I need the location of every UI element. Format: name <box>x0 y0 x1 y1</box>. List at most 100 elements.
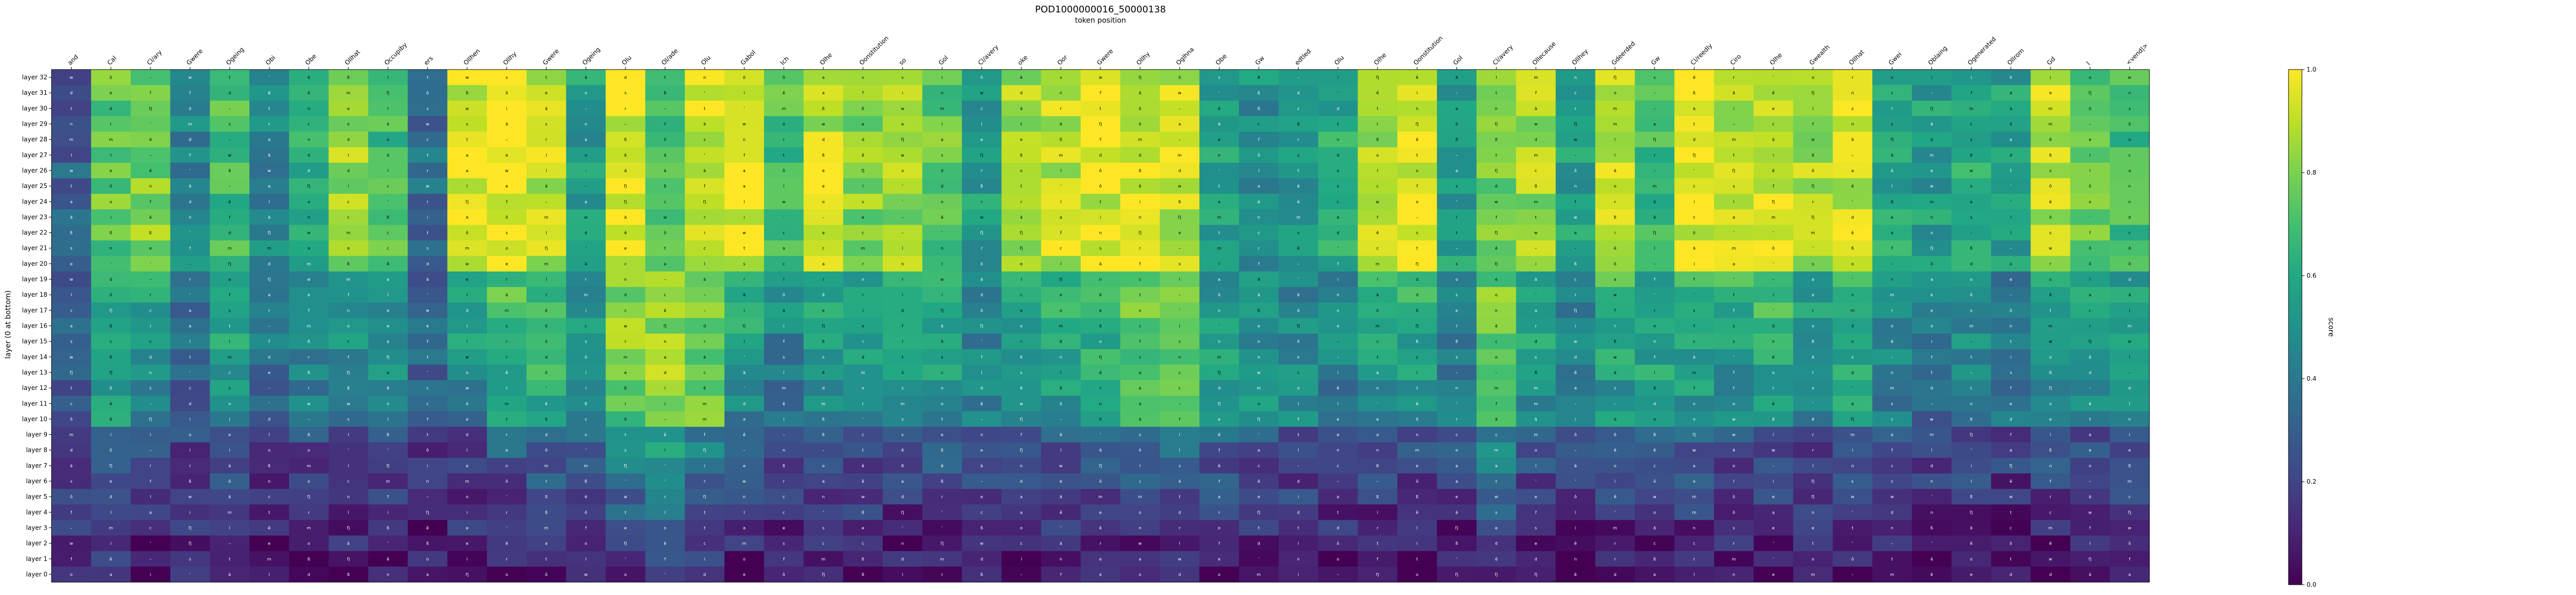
cell-glyph: e <box>1930 293 1933 297</box>
heatmap-cell <box>922 535 962 552</box>
cell-glyph: ' <box>1773 308 1774 313</box>
cell-glyph: Ŋ <box>1970 510 1973 515</box>
heatmap-cell <box>1239 318 1279 334</box>
heatmap-cell <box>1278 256 1319 272</box>
cell-glyph: Ŋ <box>1970 433 1973 437</box>
cell-glyph: d <box>941 184 943 189</box>
heatmap-cell <box>566 411 606 428</box>
cell-glyph: c <box>585 417 587 421</box>
cell-glyph: o <box>1495 355 1498 360</box>
cell-glyph: s <box>1852 479 1854 484</box>
cell-glyph: o <box>347 122 350 127</box>
cell-glyph: a <box>1376 433 1379 437</box>
heatmap-cell <box>803 457 844 474</box>
cell-glyph: m <box>2048 525 2053 530</box>
heatmap-cell <box>289 442 329 458</box>
heatmap-cell <box>487 535 527 552</box>
cell-glyph: e <box>2010 277 2012 282</box>
heatmap-cell <box>803 504 844 520</box>
cell-glyph: ß <box>308 339 310 344</box>
cell-glyph: ' <box>783 215 784 219</box>
cell-glyph: e <box>347 106 350 111</box>
heatmap-cell <box>1160 427 1200 443</box>
cell-glyph: ô <box>545 448 548 453</box>
cell-glyph: c <box>1693 215 1695 219</box>
heatmap-cell <box>1080 396 1121 412</box>
cell-glyph: f <box>1773 184 1774 189</box>
y-tick-label: layer 0 <box>26 571 47 578</box>
cell-glyph: s <box>1218 75 1220 80</box>
heatmap-cell <box>685 473 725 489</box>
cell-glyph: ß <box>1891 199 1893 204</box>
cell-glyph: s <box>941 153 943 158</box>
heatmap-cell <box>1080 178 1121 194</box>
cell-glyph: s <box>1416 231 1418 235</box>
cell-glyph: w <box>307 277 311 282</box>
cell-glyph: m <box>1494 448 1498 453</box>
cell-glyph: w <box>1614 293 1617 297</box>
cell-glyph: l <box>71 153 72 158</box>
cell-glyph: f <box>1891 246 1893 251</box>
cell-glyph: n <box>1574 557 1577 562</box>
cell-glyph: – <box>2089 479 2091 484</box>
heatmap-cell <box>1318 349 1358 365</box>
cell-glyph: ' <box>1852 199 1853 204</box>
cell-glyph: ä <box>624 215 627 219</box>
cell-glyph: s <box>1970 184 1972 189</box>
cell-glyph: l <box>1496 75 1497 80</box>
heatmap-cell <box>1199 178 1240 194</box>
heatmap-cell <box>130 427 171 443</box>
cell-glyph: a <box>743 417 745 421</box>
heatmap-cell <box>803 551 844 567</box>
cell-glyph: l <box>467 448 468 453</box>
cell-glyph: t <box>71 184 72 189</box>
cell-glyph: a <box>70 199 73 204</box>
cell-glyph: ' <box>942 525 943 530</box>
heatmap-cell <box>566 349 606 365</box>
heatmap-cell <box>91 100 131 117</box>
cell-glyph: i <box>585 370 586 375</box>
cell-glyph: c <box>1377 339 1379 344</box>
cell-glyph: f <box>1693 277 1695 282</box>
heatmap-cell <box>1120 396 1160 412</box>
heatmap-cell <box>1199 162 1240 179</box>
cell-glyph: ô <box>743 75 745 80</box>
cell-glyph: ě <box>664 433 666 437</box>
cell-glyph: d <box>1653 401 1656 406</box>
heatmap-cell <box>408 442 448 458</box>
heatmap-cell <box>883 302 923 319</box>
cell-glyph: a <box>664 355 666 360</box>
heatmap-cell <box>1120 271 1160 287</box>
cell-glyph: w <box>1653 495 1656 499</box>
cell-glyph: – <box>624 122 626 127</box>
cell-glyph: m <box>584 464 588 468</box>
cell-glyph: f <box>150 199 151 204</box>
heatmap-cell <box>724 100 765 117</box>
cell-glyph: Ŋ <box>545 246 548 251</box>
heatmap-cell <box>1041 162 1081 179</box>
heatmap-cell <box>447 302 487 319</box>
cell-glyph: ß <box>822 106 825 111</box>
cell-glyph: Ŋ <box>664 324 667 329</box>
cell-glyph: – <box>704 308 706 313</box>
cell-glyph: l <box>2090 277 2091 282</box>
heatmap-cell <box>764 566 804 583</box>
heatmap-cell <box>526 178 567 194</box>
heatmap-cell <box>883 256 923 272</box>
cell-glyph: o <box>862 386 865 390</box>
heatmap-cell <box>1358 209 1398 226</box>
cell-glyph: d <box>1535 339 1537 344</box>
heatmap-cell <box>210 256 250 272</box>
heatmap-cell <box>328 131 369 148</box>
cell-glyph: ä <box>1930 557 1933 562</box>
heatmap-cell <box>962 100 1002 117</box>
cell-glyph: ě <box>545 401 548 406</box>
cell-glyph: d <box>2010 417 2012 421</box>
heatmap-cell <box>1160 100 1200 117</box>
cell-glyph: f <box>1733 370 1735 375</box>
heatmap-cell <box>210 271 250 287</box>
heatmap-cell <box>1278 535 1319 552</box>
heatmap-cell <box>1120 520 1160 536</box>
cell-glyph: s <box>1654 75 1656 80</box>
heatmap-cell <box>843 70 884 86</box>
